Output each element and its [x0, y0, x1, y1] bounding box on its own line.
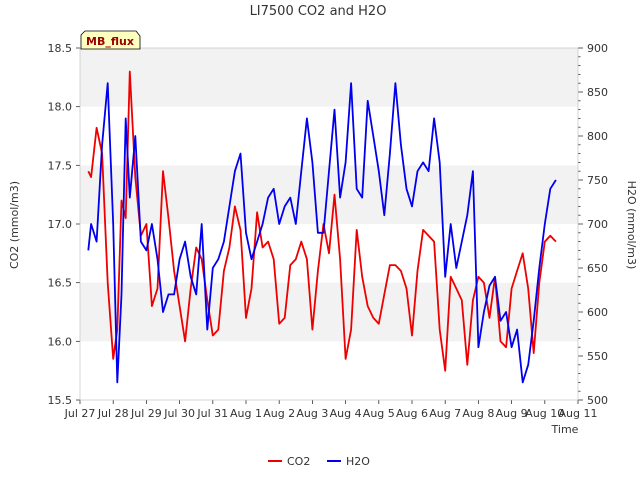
x-tick-label: Aug 3: [296, 407, 328, 420]
x-tick-label: Aug 6: [396, 407, 428, 420]
series-line-h2o: [87, 82, 557, 384]
legend: CO2 H2O: [268, 455, 370, 468]
x-tick-label: Jul 31: [196, 407, 228, 420]
x-tick-label: Aug 7: [429, 407, 461, 420]
series-lines: [87, 70, 557, 384]
background-band: [80, 48, 578, 107]
x-tick-label: Aug 11: [559, 407, 598, 420]
x-tick-label: Jul 28: [97, 407, 129, 420]
background-band: [80, 106, 578, 166]
x-tick-label: Jul 30: [163, 407, 195, 420]
background-band: [80, 341, 578, 400]
chart-title: LI7500 CO2 and H2O: [250, 4, 387, 19]
x-axis-ticks: Jul 27 Jul 28 Jul 29 Jul 30 Jul 31 Aug 1 Aug 2…: [64, 400, 598, 420]
right-tick-label: 850: [587, 86, 608, 99]
right-tick-label: 550: [587, 350, 608, 363]
legend-label-co2: CO2: [287, 455, 310, 468]
left-tick-label: 17.0: [48, 218, 73, 231]
background-band: [80, 282, 578, 342]
left-axis-label: CO2 (mmol/m3): [8, 181, 21, 269]
x-tick-label: Aug 5: [363, 407, 395, 420]
site-label-badge: MB_flux: [80, 30, 141, 50]
x-tick-label: Aug 4: [330, 407, 362, 420]
right-tick-label: 650: [587, 262, 608, 275]
x-tick-label: Aug 1: [230, 407, 262, 420]
x-tick-label: Aug 10: [525, 407, 564, 420]
right-tick-label: 700: [587, 218, 608, 231]
right-tick-label: 900: [587, 42, 608, 55]
left-tick-label: 16.5: [48, 277, 73, 290]
x-tick-label: Aug 9: [496, 407, 528, 420]
left-tick-label: 17.5: [48, 159, 73, 172]
x-tick-label: Jul 29: [130, 407, 162, 420]
x-tick-label: Aug 8: [462, 407, 494, 420]
left-tick-label: 15.5: [48, 394, 73, 407]
legend-label-h2o: H2O: [346, 455, 370, 468]
left-axis-ticks: 15.5 16.0 16.5 17.0 17.5 18.0 18.5: [48, 42, 80, 407]
x-tick-label: Jul 27: [64, 407, 96, 420]
right-axis-label: H2O (mmol/m3): [625, 181, 638, 270]
plot-background-bands: [80, 48, 578, 400]
right-tick-label: 750: [587, 174, 608, 187]
right-tick-label: 800: [587, 130, 608, 143]
x-tick-label: Aug 2: [263, 407, 295, 420]
site-label-box: [80, 30, 141, 50]
left-tick-label: 16.0: [48, 335, 73, 348]
left-tick-label: 18.5: [48, 42, 73, 55]
right-axis-ticks: 500 550 600 650 700 750 800 850 900: [578, 42, 608, 407]
x-axis-label: Time: [551, 423, 579, 436]
left-tick-label: 18.0: [48, 101, 73, 114]
site-label-text: MB_flux: [86, 35, 134, 48]
right-tick-label: 500: [587, 394, 608, 407]
right-tick-label: 600: [587, 306, 608, 319]
plot-frame: [79, 47, 579, 401]
